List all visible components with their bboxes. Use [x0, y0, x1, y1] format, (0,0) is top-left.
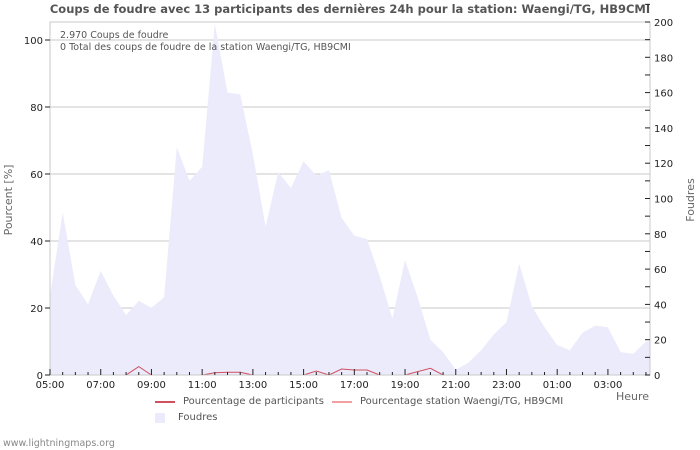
y2-tick-label: 60 — [654, 265, 667, 276]
y2-tick-label: 160 — [654, 89, 673, 100]
y-tick-label: 0 — [37, 371, 43, 382]
y-tick-label: 20 — [30, 304, 43, 315]
y2-tick-label: 180 — [654, 53, 673, 64]
y-tick-label: 100 — [24, 36, 43, 47]
chart-title: Coups de foudre avec 13 participants des… — [49, 2, 651, 16]
x-tick-label: 07:00 — [86, 380, 115, 391]
x-tick-label: 19:00 — [391, 380, 420, 391]
y2-tick-label: 20 — [654, 336, 667, 347]
x-tick-label: 01:00 — [543, 380, 572, 391]
axis-ticks: 0 20 40 60 80 100 0 20 40 60 80 100 120 140 160 180 200 0… — [24, 3, 673, 391]
legend-item-foudres: Foudres — [150, 412, 217, 423]
x-axis-label: Heure — [616, 390, 650, 403]
x-tick-label: 05:00 — [36, 380, 65, 391]
y2-tick-label: 0 — [654, 371, 660, 382]
legend-label-station: Pourcentage station Waengi/TG, HB9CMI — [360, 396, 564, 407]
info-total-strikes: 2.970 Coups de foudre — [60, 30, 168, 41]
y2-tick-label: 120 — [654, 159, 673, 170]
x-tick-label: 15:00 — [289, 380, 318, 391]
info-station-strikes: 0 Total des coups de foudre de la statio… — [60, 42, 351, 53]
x-tick-label: 17:00 — [340, 380, 369, 391]
legend-swatch-participants — [155, 400, 175, 403]
legend-label-foudres: Foudres — [178, 412, 218, 423]
legend-item-station: Pourcentage station Waengi/TG, HB9CMI — [332, 396, 563, 407]
y-axis-label: Pourcent [%] — [2, 165, 15, 236]
x-tick-label: 13:00 — [238, 380, 267, 391]
x-tick-label: 03:00 — [594, 380, 623, 391]
y2-axis-label: Foudres — [684, 178, 697, 222]
y2-tick-label: 40 — [654, 300, 667, 311]
y2-tick-label: 100 — [654, 195, 673, 206]
legend-swatch-foudres — [155, 412, 165, 423]
legend-swatch-station — [332, 400, 352, 403]
y2-tick-label: 80 — [654, 230, 667, 241]
x-tick-label: 09:00 — [137, 380, 166, 391]
legend-label-participants: Pourcentage de participants — [183, 396, 324, 407]
x-tick-label: 21:00 — [441, 380, 470, 391]
legend-item-participants: Pourcentage de participants — [155, 396, 324, 407]
y2-tick-label: 140 — [654, 124, 673, 135]
x-tick-label: 11:00 — [188, 380, 217, 391]
x-tick-label: 23:00 — [492, 380, 521, 391]
y-tick-label: 80 — [30, 103, 43, 114]
y-tick-label: 60 — [30, 170, 43, 181]
y-tick-label: 40 — [30, 237, 43, 248]
y2-tick-label: 200 — [654, 18, 673, 29]
footer-link[interactable]: www.lightningmaps.org — [3, 438, 115, 449]
foudres-area — [50, 23, 650, 376]
